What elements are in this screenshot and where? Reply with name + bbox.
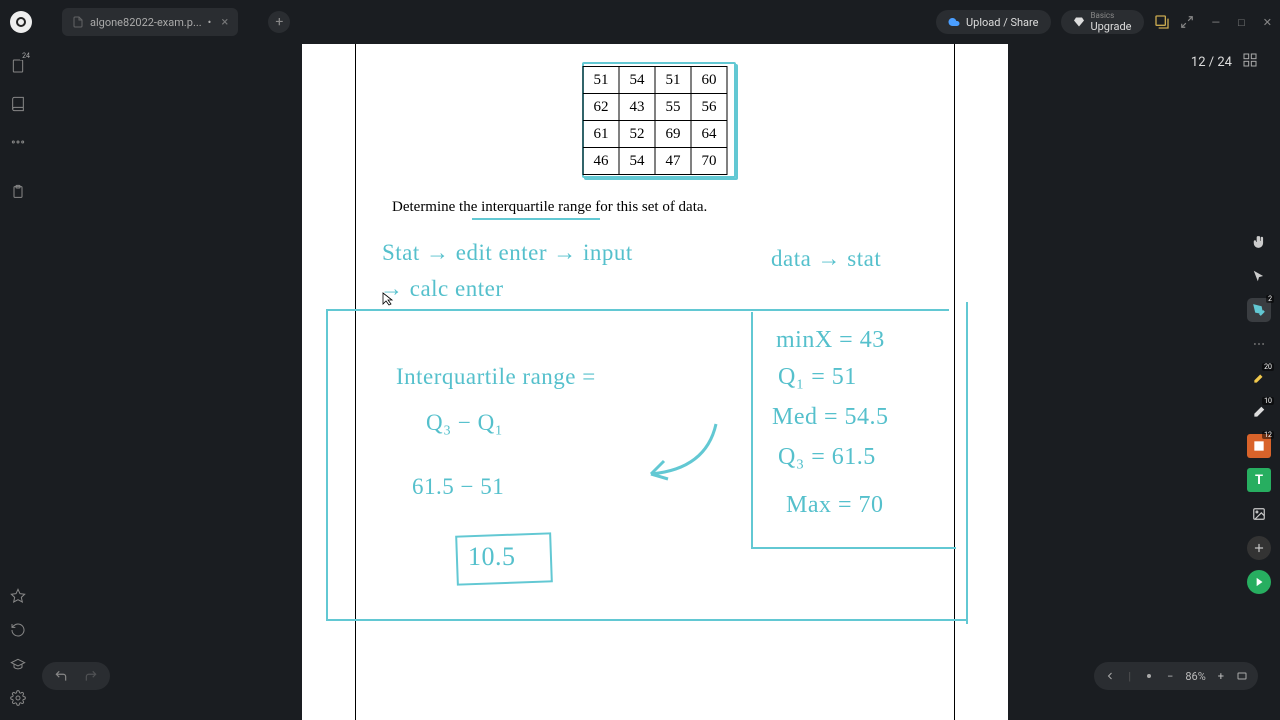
arrow-annotation [636,419,726,489]
layers-icon[interactable] [1154,14,1170,30]
hw-stats3: Med = 54.5 [772,404,889,431]
upgrade-label: Upgrade [1091,20,1132,33]
zoom-target-icon[interactable] [1143,670,1155,682]
page-number[interactable]: 12 / 24 [1191,55,1232,70]
expand-icon[interactable] [1180,15,1194,29]
thumbnails-icon[interactable] [1242,52,1258,72]
cloud-icon [948,16,960,28]
stats-bottom [751,547,956,549]
zoom-in-button[interactable]: + [1218,670,1224,683]
data-table: 51545160 62435556 61526964 46544770 [583,66,728,175]
box-right [966,302,968,624]
hw-answer: 10.5 [468,542,516,572]
undo-button[interactable] [54,669,68,683]
eraser-tool[interactable]: 10 [1247,400,1271,424]
maximize-button[interactable]: □ [1238,16,1245,29]
star-icon[interactable] [8,586,28,606]
clipboard-icon[interactable] [8,182,28,202]
stats-left [751,312,753,547]
hw-line2: → calc enter [380,276,503,302]
pointer-tool[interactable] [1247,264,1271,288]
shape-tool[interactable]: 12 [1247,434,1271,458]
hw-stats1: minX = 43 [776,327,885,354]
left-sidebar: 24 [0,44,36,720]
image-tool[interactable] [1247,502,1271,526]
box-left [326,309,328,619]
hw-stats2: Q₁ = 51 [778,364,857,391]
pages-panel-button[interactable]: 24 [8,56,28,76]
more-icon[interactable] [8,132,28,152]
hw-stats5: Max = 70 [786,492,884,519]
right-toolbar: 2 20 10 12 T [1244,230,1274,594]
mouse-cursor [382,292,396,306]
gem-icon [1073,16,1085,28]
hw-iqr3: 61.5 − 51 [412,474,504,500]
text-tool[interactable]: T [1247,468,1271,492]
upgrade-tier: Basics [1091,12,1132,20]
underline-highlight [472,218,600,220]
zoom-back-icon[interactable] [1104,670,1116,682]
redo-button[interactable] [84,669,98,683]
window-controls: — □ ✕ [1212,16,1272,29]
upload-share-button[interactable]: Upload / Share [936,10,1050,34]
nav-tool[interactable] [1247,570,1271,594]
hand-tool[interactable] [1247,230,1271,254]
page-content: 51545160 62435556 61526964 46544770 Dete… [355,44,955,720]
zoom-level: 86% [1185,670,1205,683]
pen-more-icon[interactable] [1247,332,1271,356]
undo-redo-controls [42,662,110,690]
question-text: Determine the interquartile range for th… [392,199,707,216]
app-logo[interactable] [10,11,32,33]
document-tab[interactable]: algone82022-exam.p... • × [62,8,238,36]
settings-icon[interactable] [8,688,28,708]
hw-iqr2: Q₃ − Q₁ [426,410,503,436]
box-top [326,309,949,311]
document-page[interactable]: 51545160 62435556 61526964 46544770 Dete… [302,44,1008,720]
zoom-controls: | − 86% + [1094,662,1258,690]
hw-iqr1: Interquartile range = [396,364,596,390]
book-icon[interactable] [8,94,28,114]
close-button[interactable]: ✕ [1263,16,1272,29]
tab-label: algone82022-exam.p... [90,16,202,29]
upload-label: Upload / Share [966,16,1038,29]
graduation-icon[interactable] [8,654,28,674]
pen-tool[interactable]: 2 [1247,298,1271,322]
tab-dirty-indicator: • [208,16,212,29]
hw-line1b: data → stat [771,246,881,272]
file-icon [72,16,84,28]
hw-stats4: Q₃ = 61.5 [778,444,876,471]
fit-icon[interactable] [1236,670,1248,682]
highlighter-tool[interactable]: 20 [1247,366,1271,390]
upgrade-button[interactable]: Basics Upgrade [1061,10,1144,34]
minimize-button[interactable]: — [1212,16,1221,29]
hw-line1a: Stat → edit enter → input [382,240,633,266]
titlebar: algone82022-exam.p... • × + Upload / Sha… [0,0,1280,44]
tab-close-icon[interactable]: × [221,15,228,30]
add-tool[interactable] [1247,536,1271,560]
history-icon[interactable] [8,620,28,640]
new-tab-button[interactable]: + [268,11,290,33]
zoom-out-button[interactable]: − [1167,670,1173,683]
box-bottom [326,619,966,621]
page-indicator: 12 / 24 [1191,52,1258,72]
